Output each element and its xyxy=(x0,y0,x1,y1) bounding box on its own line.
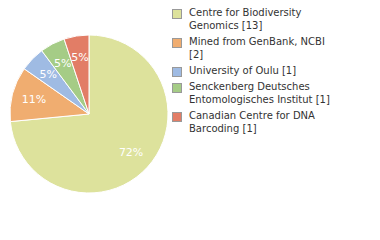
html-text:Centre for Biodiversity Genomi: Centre for Biodiversity Genomics [13] xyxy=(189,7,302,31)
svg-text:11%: 11% xyxy=(22,93,46,106)
svg-text:5%: 5% xyxy=(54,57,71,70)
html-text:Mined from GenBank, NCBI [2]: Mined from GenBank, NCBI [2] xyxy=(189,36,325,60)
html-text:Senckenberg Deutsches Entomolo: Senckenberg Deutsches Entomologisches In… xyxy=(189,81,330,105)
svg-text:5%: 5% xyxy=(39,67,57,81)
html-text:University of Oulu [1]: University of Oulu [1] xyxy=(189,65,297,76)
html-text:Canadian Centre for DNA Barcod: Canadian Centre for DNA Barcoding [1] xyxy=(189,110,315,134)
svg-text:5%: 5% xyxy=(71,51,88,64)
svg-text:72%: 72% xyxy=(119,146,143,159)
